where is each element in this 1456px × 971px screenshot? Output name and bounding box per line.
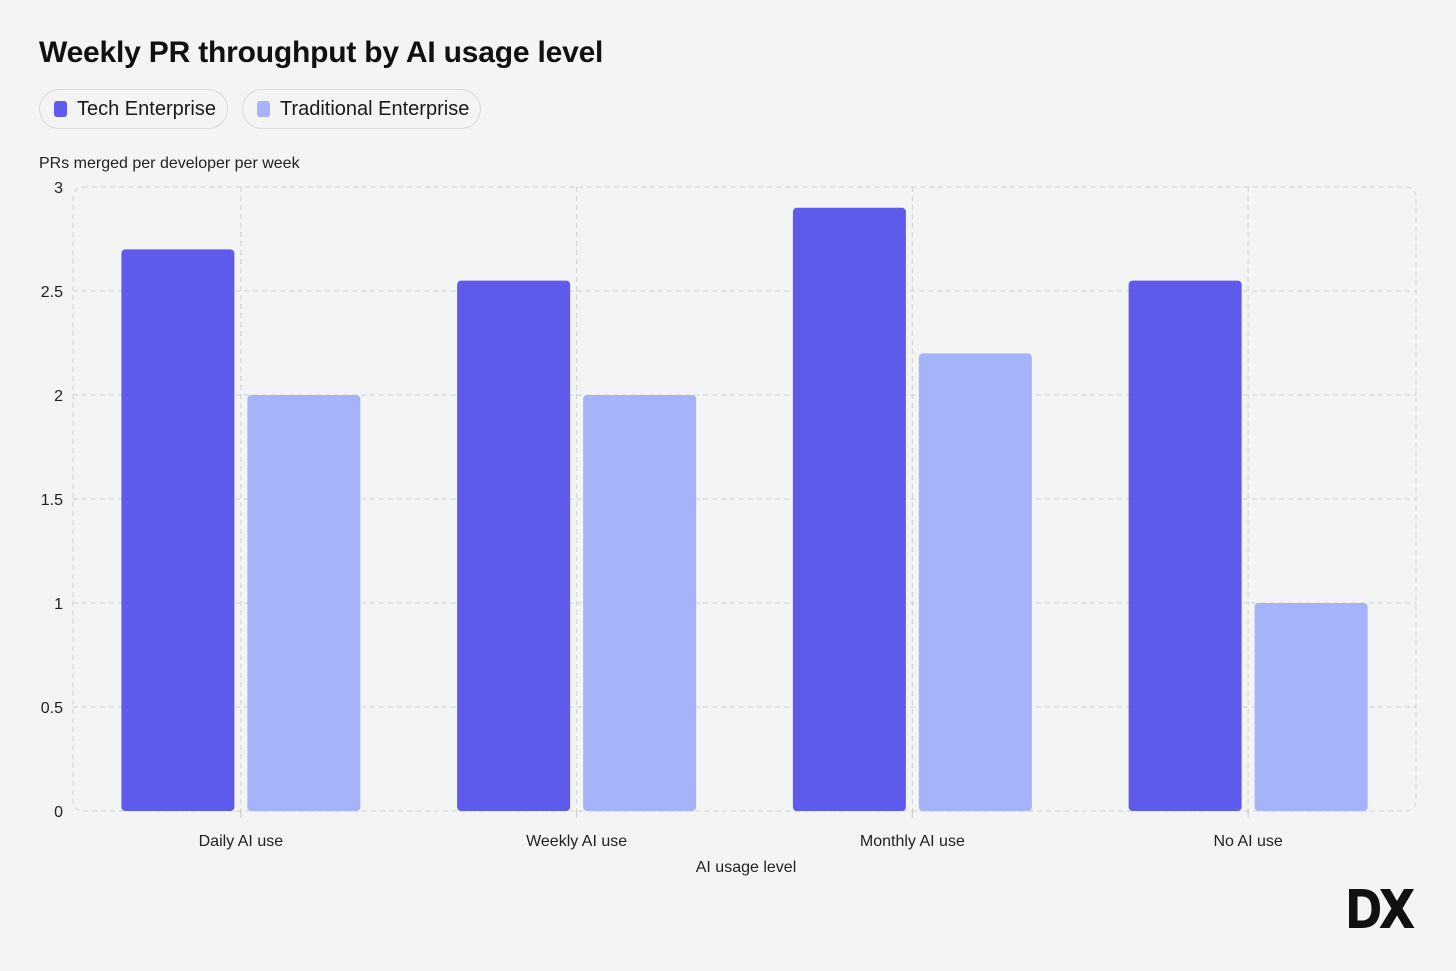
bar-tech-enterprise[interactable]: [792, 207, 906, 812]
y-tick-label: 2.5: [41, 284, 63, 301]
x-tick-label: Weekly AI use: [526, 833, 627, 850]
x-tick-label: No AI use: [1213, 833, 1282, 850]
bar-traditional-enterprise[interactable]: [583, 395, 697, 811]
dx-logo: [1349, 889, 1415, 928]
bar-tech-enterprise[interactable]: [1128, 280, 1242, 812]
legend: Tech Enterprise Traditional Enterprise: [39, 89, 482, 129]
x-tick-label: Daily AI use: [199, 833, 284, 850]
bar-tech-enterprise[interactable]: [457, 280, 571, 812]
y-tick-label: 1.5: [41, 492, 63, 509]
bar-tech-enterprise[interactable]: [121, 249, 235, 811]
y-axis-label: PRs merged per developer per week: [39, 155, 300, 172]
chart-title: Weekly PR throughput by AI usage level: [39, 36, 604, 69]
y-tick-label: 2: [54, 388, 63, 405]
x-tick-label: Monthly AI use: [860, 833, 965, 850]
bar-traditional-enterprise[interactable]: [247, 395, 361, 811]
legend-item-tech-enterprise[interactable]: Tech Enterprise: [39, 89, 228, 129]
y-tick-label: 3: [54, 180, 63, 197]
bars: [121, 207, 1368, 812]
legend-label-traditional-enterprise: Traditional Enterprise: [279, 97, 470, 120]
legend-swatch-traditional-enterprise: [256, 101, 270, 117]
x-axis-ticks: Daily AI use Weekly AI use Monthly AI use N…: [199, 811, 1283, 850]
y-tick-label: 0: [54, 804, 63, 821]
x-axis-label: AI usage level: [695, 859, 797, 876]
legend-item-traditional-enterprise[interactable]: Traditional Enterprise: [241, 89, 482, 129]
y-tick-label: 0.5: [41, 700, 63, 717]
y-tick-label: 1: [54, 596, 63, 613]
legend-swatch-tech-enterprise: [54, 101, 67, 117]
bar-traditional-enterprise[interactable]: [1254, 603, 1368, 811]
y-axis-ticks: 0 0.5 1 1.5 2 2.5 3: [41, 180, 63, 821]
bar-traditional-enterprise[interactable]: [918, 353, 1032, 811]
legend-label-tech-enterprise: Tech Enterprise: [77, 97, 216, 120]
